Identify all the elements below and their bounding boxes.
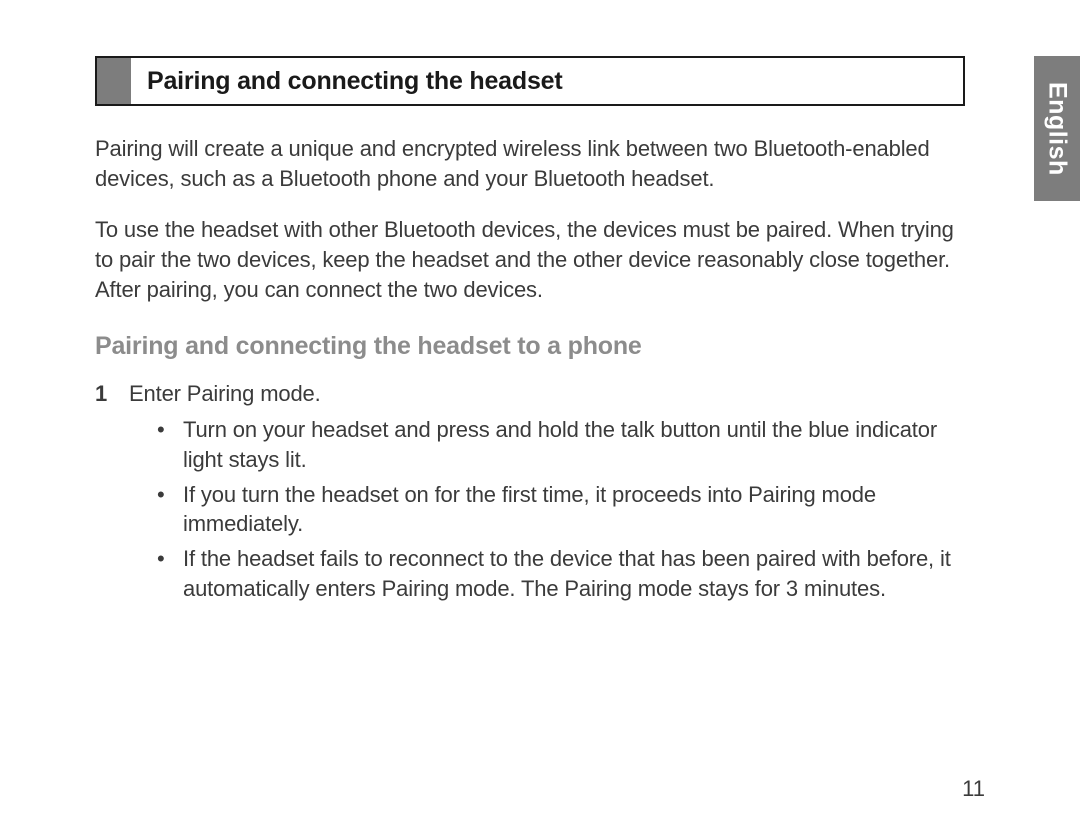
section-title: Pairing and connecting the headset [131,58,563,104]
intro-paragraph-2: To use the headset with other Bluetooth … [95,215,965,304]
manual-page: English Pairing and connecting the heads… [0,0,1080,840]
subsection-heading: Pairing and connecting the headset to a … [95,332,985,361]
page-number: 11 [962,776,985,802]
step-bullet-list: Turn on your headset and press and hold … [157,415,965,603]
intro-paragraph-1: Pairing will create a unique and encrypt… [95,134,965,193]
bullet-item: If the headset fails to reconnect to the… [157,544,965,603]
step-text: Enter Pairing mode. [129,381,321,407]
bullet-item: If you turn the headset on for the first… [157,480,965,539]
step-number: 1 [95,381,129,407]
section-header: Pairing and connecting the headset [95,56,965,106]
bullet-item: Turn on your headset and press and hold … [157,415,965,474]
language-tab: English [1034,56,1080,201]
step-row: 1 Enter Pairing mode. [95,381,985,407]
section-header-accent [97,58,131,104]
